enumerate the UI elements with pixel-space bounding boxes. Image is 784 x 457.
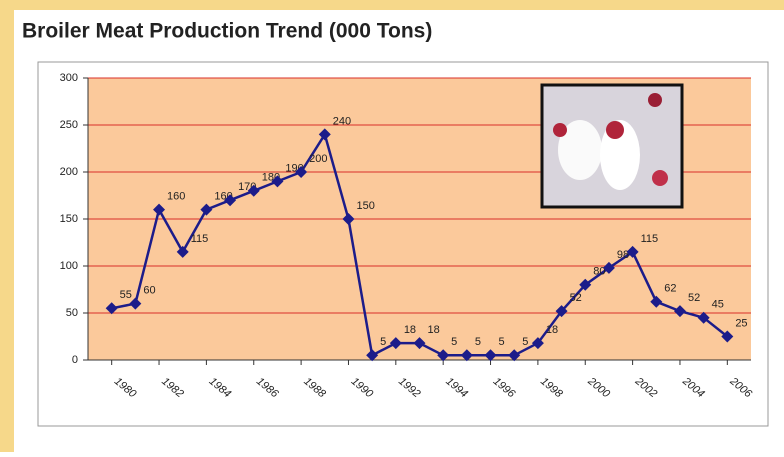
y-tick-label: 200 (60, 166, 78, 178)
y-tick-label: 250 (60, 119, 78, 131)
photo (542, 85, 682, 207)
data-label: 60 (143, 285, 155, 297)
data-label: 5 (451, 336, 457, 348)
data-label: 150 (356, 200, 374, 212)
data-label: 18 (546, 324, 558, 336)
data-label: 18 (404, 324, 416, 336)
y-tick-label: 0 (72, 354, 78, 366)
data-label: 200 (309, 153, 327, 165)
data-label: 55 (120, 289, 132, 301)
data-label: 115 (641, 233, 659, 245)
photo-shape (606, 121, 624, 139)
page: Broiler Meat Production Trend (000 Tons)… (0, 0, 784, 452)
y-tick-label: 50 (66, 307, 78, 319)
data-label: 5 (499, 336, 505, 348)
data-label: 5 (475, 336, 481, 348)
photo-shape (553, 123, 567, 137)
data-label: 18 (428, 324, 440, 336)
photo-shape (652, 170, 668, 186)
data-label: 45 (712, 299, 724, 311)
data-label: 115 (191, 233, 209, 245)
data-label: 52 (570, 292, 582, 304)
y-tick-label: 300 (60, 72, 78, 84)
data-label: 5 (522, 336, 528, 348)
data-label: 52 (688, 292, 700, 304)
chart-title: Broiler Meat Production Trend (000 Tons) (22, 20, 432, 43)
data-label: 240 (333, 115, 351, 127)
data-label: 98 (617, 249, 629, 261)
data-label: 25 (735, 317, 747, 329)
data-label: 160 (167, 191, 185, 203)
data-label: 5 (380, 336, 386, 348)
data-label: 62 (664, 283, 676, 295)
chart: Broiler Meat Production Trend (000 Tons)… (0, 0, 784, 452)
y-tick-label: 150 (60, 213, 78, 225)
photo-shape (648, 93, 662, 107)
y-tick-label: 100 (60, 260, 78, 272)
